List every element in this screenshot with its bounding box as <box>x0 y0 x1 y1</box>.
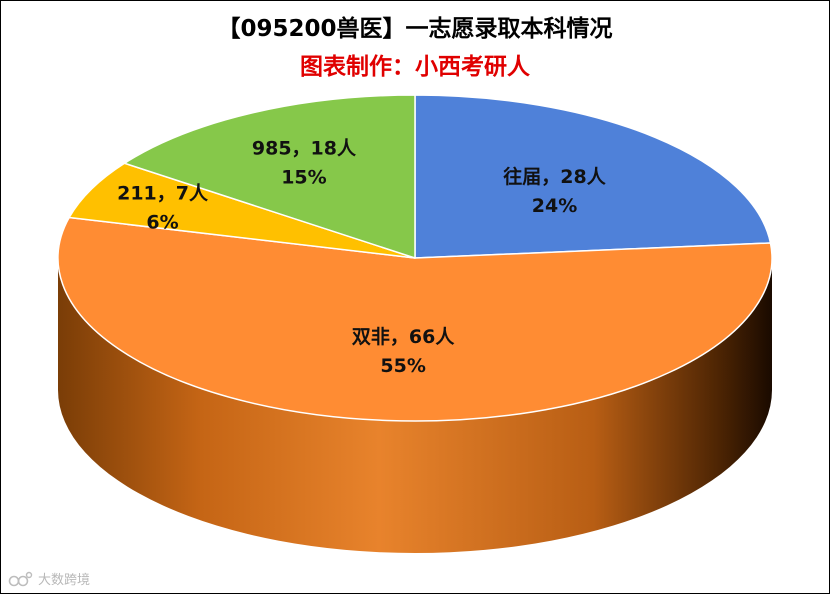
pie-side-layer <box>58 258 772 553</box>
pie-top-layer <box>57 94 773 422</box>
pie-slice-双非 <box>57 216 773 422</box>
slice-label-211: 211，7人 <box>117 182 209 204</box>
chart-title: 【095200兽医】一志愿录取本科情况 <box>217 16 613 42</box>
watermark-text: 大数跨境 <box>38 573 91 588</box>
slice-label-985: 985，18人 <box>252 137 357 159</box>
slice-percent-双非: 55% <box>380 355 425 377</box>
slice-percent-211: 6% <box>146 211 178 233</box>
pie-slice-211 <box>68 162 416 259</box>
pie-slice-985 <box>123 94 416 259</box>
watermark-logo-icon <box>8 571 33 586</box>
chart-subtitle: 图表制作：小西考研人 <box>300 54 530 80</box>
watermark: 大数跨境 <box>8 569 90 588</box>
slice-label-往届: 往届，28人 <box>503 165 606 188</box>
slice-percent-985: 15% <box>281 166 326 188</box>
slice-label-双非: 双非，66人 <box>352 326 455 348</box>
pie-label-layer: 往届，28人 24% 双非，66人 55% 211，7人 6% 985，18人 15% <box>117 137 607 377</box>
pie-side-双非 <box>58 258 772 553</box>
pie-slice-往届 <box>414 94 772 259</box>
slice-percent-往届: 24% <box>532 195 577 217</box>
